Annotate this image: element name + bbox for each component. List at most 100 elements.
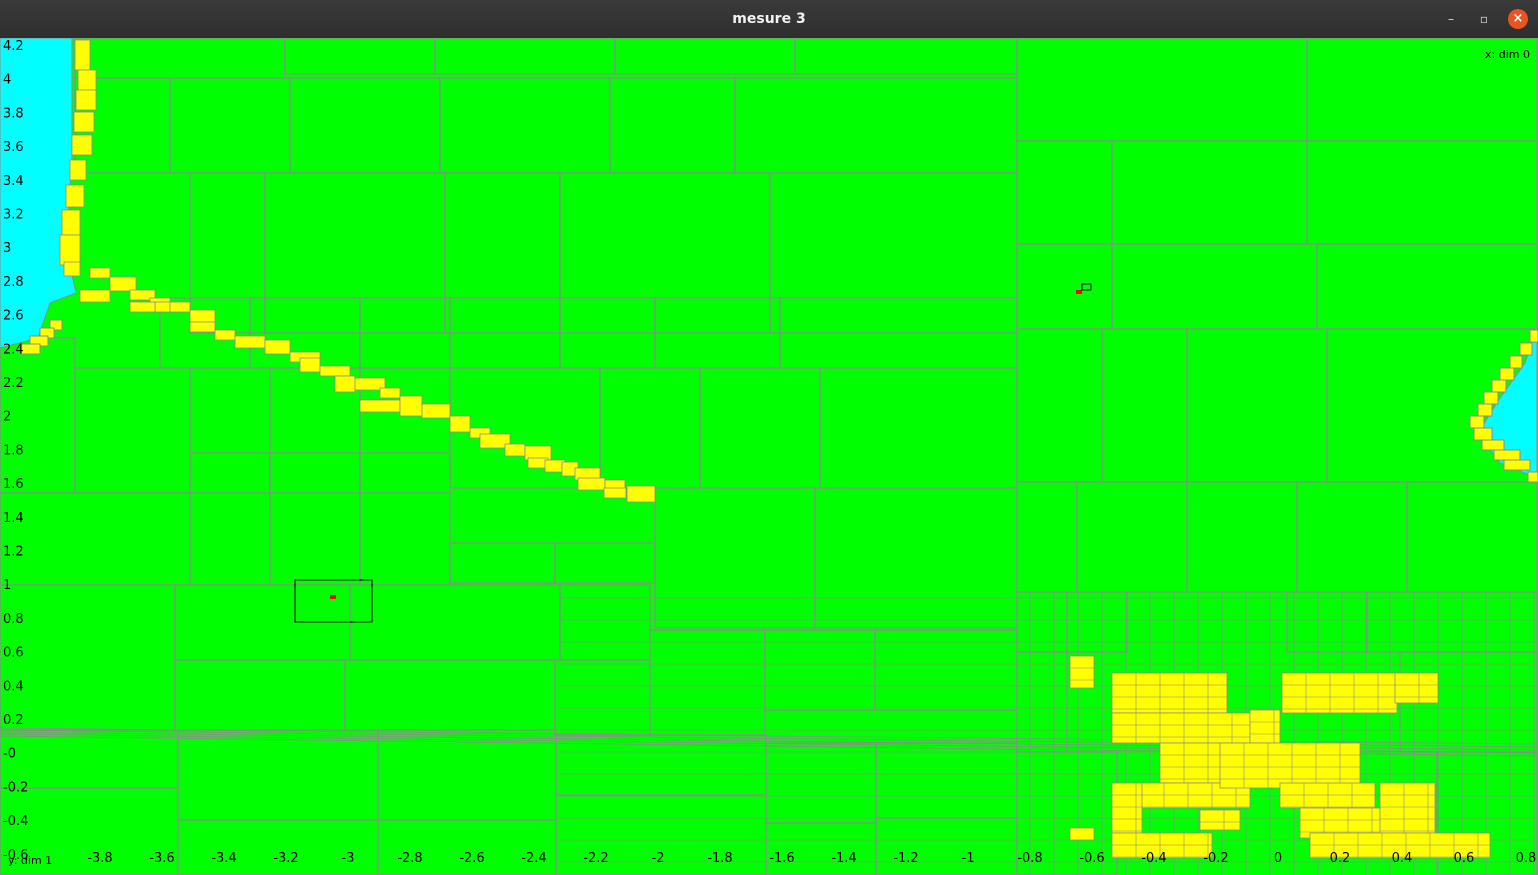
grid-cell (284, 38, 436, 75)
y-tick-label: 0.2 (3, 713, 24, 728)
yellow-cell (73, 111, 95, 133)
yellow-cell (379, 387, 401, 399)
grid-cell (1111, 140, 1308, 245)
yellow-cell (334, 375, 356, 393)
minimize-button[interactable]: – (1448, 12, 1454, 26)
yellow-cell (65, 184, 85, 208)
grid-cell (189, 367, 271, 494)
grid-cell (1111, 243, 1318, 330)
grid-cell (765, 742, 877, 824)
yellow-cell (319, 365, 351, 377)
yellow-cell (189, 321, 216, 333)
grid-cell (349, 584, 561, 661)
yellow-cell (1249, 709, 1281, 746)
yellow-cell (1069, 655, 1095, 689)
yellow-cell (1219, 742, 1361, 789)
grid-cell (769, 172, 1018, 334)
yellow-cell (79, 289, 111, 303)
window-title: mesure 3 (732, 11, 806, 27)
yellow-cell (1481, 439, 1505, 451)
x-tick-label: -1.8 (707, 851, 732, 866)
yellow-cell (1519, 342, 1533, 356)
grid-cell (377, 819, 557, 875)
yellow-cell (1493, 449, 1521, 461)
x-tick-label: -3.6 (149, 851, 174, 866)
y-tick-label: 1.8 (3, 443, 24, 458)
y-tick-label: 1 (3, 578, 11, 593)
cyan-region-left (0, 38, 77, 349)
y-tick-label: -0.2 (3, 780, 28, 795)
grid-cell (794, 38, 1018, 75)
grid-cell (1306, 140, 1538, 245)
red-marker (330, 595, 336, 599)
grid-cell (1016, 651, 1068, 753)
grid-cell (649, 629, 766, 736)
grid-cell (1016, 328, 1103, 483)
selection-box (294, 579, 373, 623)
grid-cell (264, 172, 446, 334)
y-tick-label: 1.6 (3, 477, 24, 492)
grid-cell (654, 487, 816, 629)
grid-cell (1016, 38, 1308, 142)
y-tick-label: 4 (3, 73, 11, 88)
yellow-cell (577, 477, 606, 491)
yellow-cell (479, 433, 511, 449)
grid-cell (177, 729, 379, 821)
x-tick-label: 0.8 (1516, 851, 1537, 866)
grid-cell (765, 822, 877, 875)
grid-cell (74, 367, 191, 494)
grid-cell (0, 584, 176, 731)
yellow-cell (359, 399, 401, 413)
title-bar: mesure 3 – ▫ × (0, 0, 1538, 39)
selection-box (1081, 283, 1092, 291)
yellow-cell (214, 329, 236, 341)
y-tick-label: 2.4 (3, 342, 24, 357)
yellow-cell (603, 487, 627, 499)
yellow-cell (299, 357, 321, 373)
grid-cell (0, 492, 191, 586)
yellow-cell (89, 267, 111, 279)
y-axis-label: y: dim 1 (8, 854, 53, 867)
grid-cell (1186, 481, 1298, 593)
grid-cell (377, 729, 557, 821)
x-tick-label: -0.8 (1017, 851, 1042, 866)
grid-cell (875, 817, 1018, 875)
yellow-cell (399, 395, 423, 417)
y-tick-label: -0.6 (3, 848, 28, 863)
grid-cell (1016, 481, 1078, 593)
yellow-cell (1483, 391, 1499, 405)
grid-cell (1016, 140, 1113, 245)
grid-cell (1316, 243, 1538, 330)
x-tick-label: -2 (652, 851, 665, 866)
yellow-cell (1477, 403, 1493, 417)
yellow-cell (1111, 782, 1143, 834)
y-tick-label: 2 (3, 410, 11, 425)
grid-cell (819, 367, 1018, 489)
plot-canvas[interactable]: -3.8 -3.6 -3.4 -3.2 -3 -2.8 -2.6 -2.4 -2.2 -2 -1.8… (0, 38, 1538, 875)
y-tick-label: 0.4 (3, 679, 24, 694)
yellow-cell (75, 89, 97, 111)
plot-area[interactable]: -3.8 -3.6 -3.4 -3.2 -3 -2.8 -2.6 -2.4 -2.2 -2 -1.8… (0, 38, 1538, 875)
close-button[interactable]: × (1508, 9, 1528, 29)
red-marker (1076, 290, 1082, 294)
grid-cell (177, 819, 379, 875)
yellow-cell (129, 289, 156, 301)
yellow-cell (74, 39, 91, 71)
maximize-button[interactable]: ▫ (1479, 12, 1489, 26)
grid-cell (699, 367, 821, 489)
grid-cell (1101, 328, 1188, 483)
yellow-cell (1527, 471, 1538, 483)
yellow-cell (77, 69, 97, 91)
grid-cell (814, 487, 1018, 629)
yellow-cell (449, 415, 471, 433)
yellow-cell (63, 261, 81, 277)
x-tick-label: -1.2 (893, 851, 918, 866)
yellow-cell (49, 319, 63, 331)
y-tick-label: 0.8 (3, 612, 24, 627)
y-tick-label: 2.2 (3, 376, 24, 391)
yellow-cell (1111, 832, 1213, 859)
x-tick-label: -0.4 (1141, 851, 1166, 866)
yellow-cell (1509, 355, 1523, 369)
x-tick-label: -2.2 (583, 851, 608, 866)
grid-cell (74, 38, 286, 79)
